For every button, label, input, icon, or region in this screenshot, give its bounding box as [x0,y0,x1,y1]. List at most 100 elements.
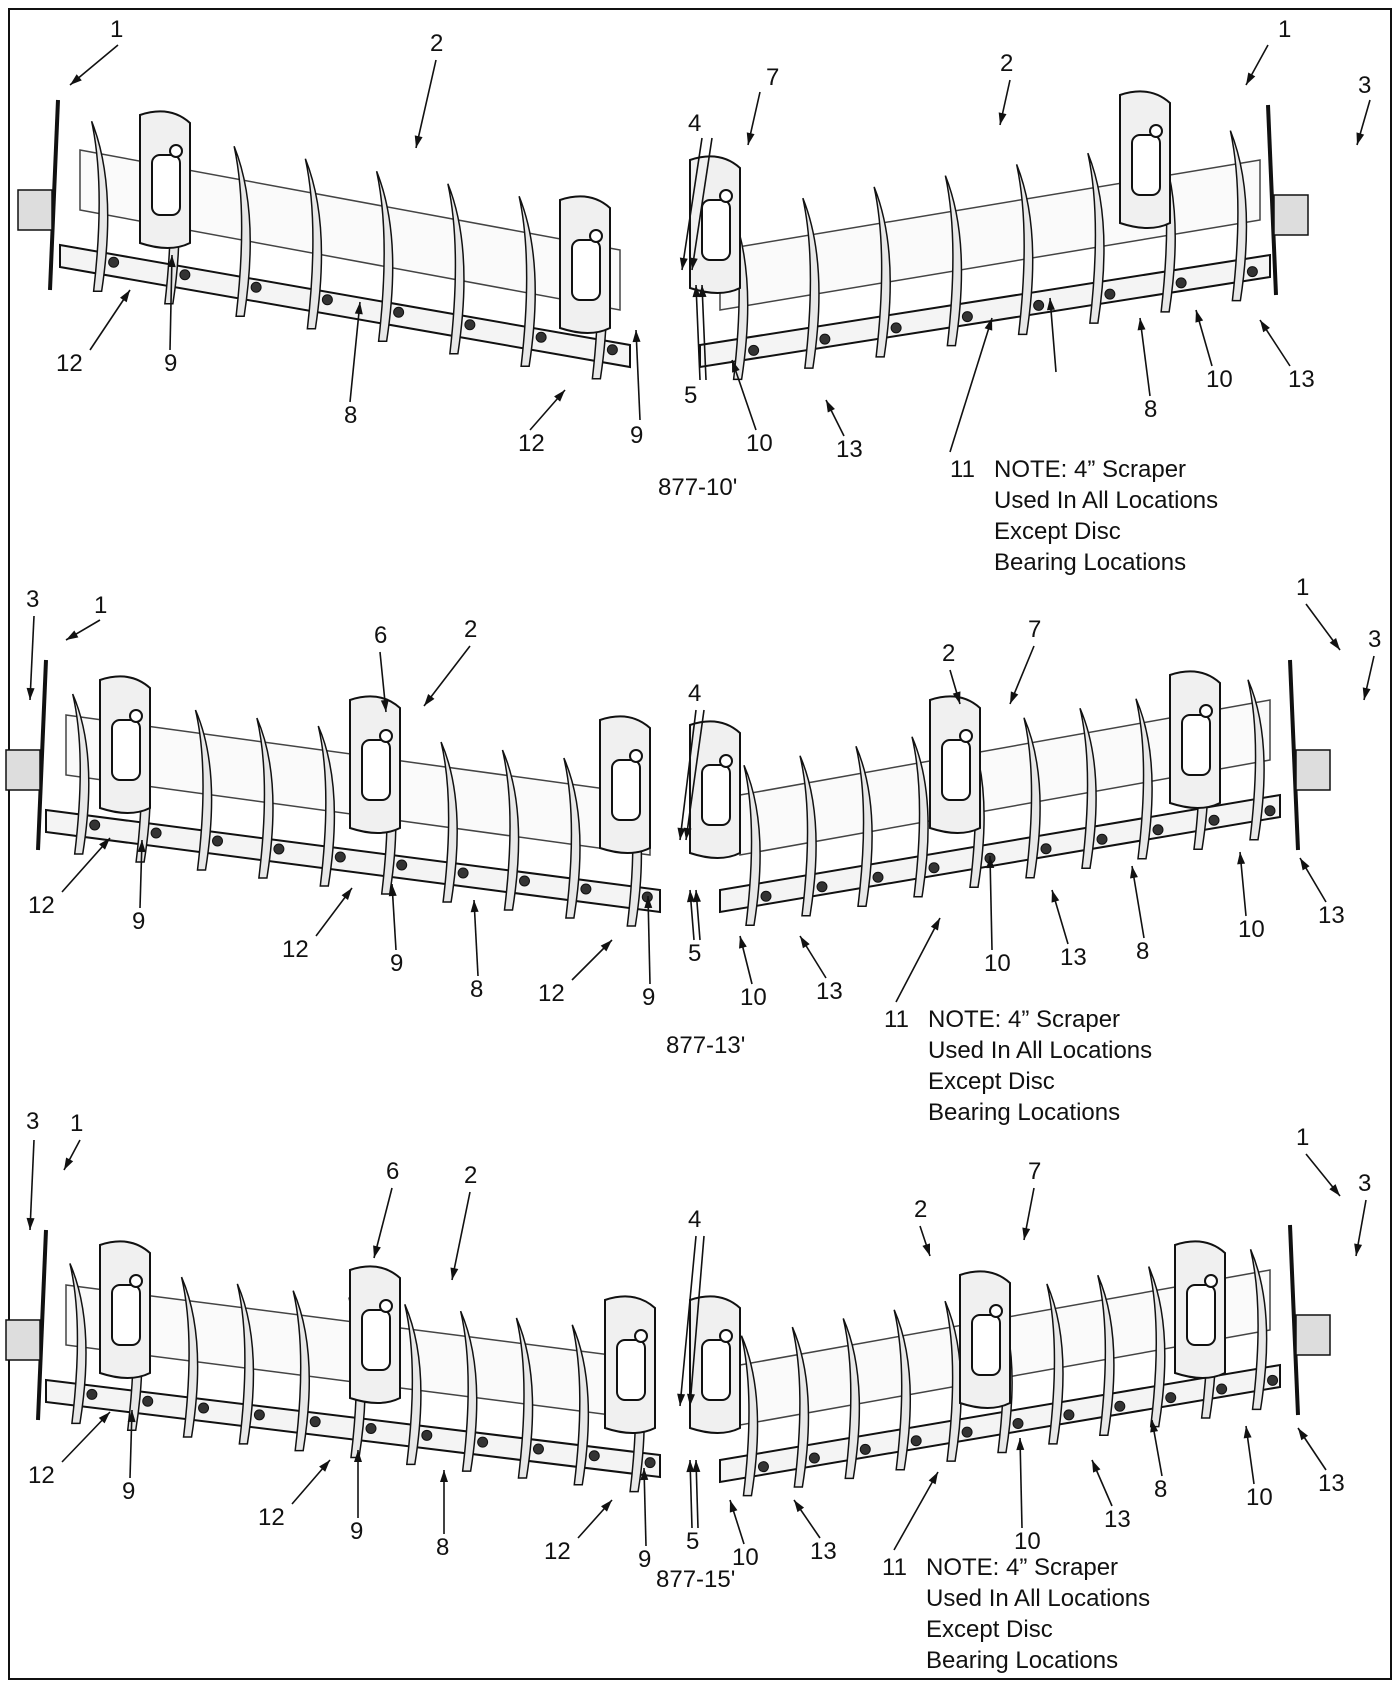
bearing-bracket [151,154,181,216]
leader-arrowhead [1298,1428,1308,1441]
grease-fitting [629,749,643,763]
scraper-bolt [396,859,408,871]
leader-arrowhead [1051,890,1060,903]
bearing-bracket [616,1339,646,1401]
callout-label: 3 [26,586,40,613]
disc-blade [743,764,761,926]
callout-label: 10 [746,430,773,457]
callout-label: 12 [28,1462,55,1489]
disc-blade [944,175,963,347]
disc-blade [501,749,520,911]
grease-fitting [169,144,183,158]
disc-blade [1135,698,1153,860]
grease-fitting [989,1304,1003,1318]
leader-arrowhead [739,936,747,949]
scraper-bolt [393,306,405,318]
disc-blade [1015,164,1034,336]
scraper-bolt [477,1436,489,1448]
callout-label: 12 [518,430,545,457]
disc-blade [447,183,465,355]
scraper-bolt [108,256,120,268]
scraper-bolt [580,883,592,895]
leader-line [451,1191,471,1281]
grease-fitting [1204,1274,1218,1288]
note-callout-number: 11 [950,456,975,483]
scraper-bolt [816,881,828,893]
callout-label: 1 [1278,16,1292,43]
scraper-bolt [1264,805,1276,817]
leader-arrowhead [689,257,698,270]
leader-line [635,329,641,421]
bearing-bracket [111,719,141,781]
disc-blade [304,158,323,330]
leader-arrowhead [1246,72,1256,85]
bearing-bracket [701,1339,731,1401]
leader-arrowhead [692,285,701,298]
model-label: 877-10' [658,474,738,501]
callout-label: 4 [688,1206,702,1233]
scraper-bolt [150,827,162,839]
end-disc [1288,659,1300,851]
callout-label: 5 [684,382,698,409]
leader-arrowhead [1022,1227,1031,1240]
scraper-bolt [535,331,547,343]
leader-arrowhead [137,840,146,853]
leader-arrowhead [341,888,352,900]
callout-label: 10 [984,950,1011,977]
leader-line [473,899,479,977]
leader-line [1139,317,1151,397]
leader-line [989,855,993,951]
end-disc [1266,104,1278,296]
end-hub [17,189,53,231]
scraper-bolt [212,835,223,847]
leader-line [29,1139,35,1231]
leader-arrowhead [952,691,961,704]
scraper-bolt [961,311,973,323]
leader-arrowhead [683,827,692,840]
leader-arrowhead [127,1410,136,1423]
leader-line [643,1467,647,1547]
bearing-bracket [701,764,731,826]
callout-label: 10 [1014,1528,1041,1555]
scraper-bolt [464,319,476,331]
leader-arrowhead [26,687,35,700]
leader-line [893,1471,939,1551]
scraper-bolt [532,1443,544,1455]
leader-arrowhead [1329,1184,1340,1196]
scraper-bolt [872,871,884,883]
scraper-bolt [519,875,530,887]
callout-label: 12 [282,936,309,963]
callout-label: 2 [464,616,478,643]
callout-label: 7 [1028,616,1042,643]
leader-arrowhead [1354,1243,1363,1256]
leader-line [169,254,173,351]
scraper-bolt [89,819,101,831]
leader-line [415,59,437,149]
leader-arrowhead [686,1460,695,1473]
scraper-bolt [757,1461,769,1473]
scraper-bolt [179,269,191,281]
scraper-bolt [421,1429,433,1441]
leader-arrowhead [450,1267,459,1280]
leader-line [423,645,471,707]
disc-blade [740,1335,759,1497]
grease-fitting [634,1329,648,1343]
leader-arrowhead [98,1412,110,1424]
leader-arrowhead [388,884,397,897]
leader-arrowhead [1130,866,1138,879]
leader-arrowhead [600,940,612,952]
disc-blade [69,1263,87,1425]
scraper-bolt [457,867,469,879]
disc-blade [1046,1283,1064,1445]
callout-label: 13 [1104,1506,1131,1533]
callout-label: 1 [1296,1124,1310,1151]
leader-line [1131,865,1145,939]
callout-label: 10 [1246,1484,1273,1511]
leader-arrowhead [1092,1460,1101,1473]
grease-fitting [379,1299,393,1313]
grease-fitting [1149,124,1163,138]
scraper-bolt [1208,814,1220,826]
leader-arrowhead [800,936,810,949]
leader-arrowhead [319,1460,330,1472]
